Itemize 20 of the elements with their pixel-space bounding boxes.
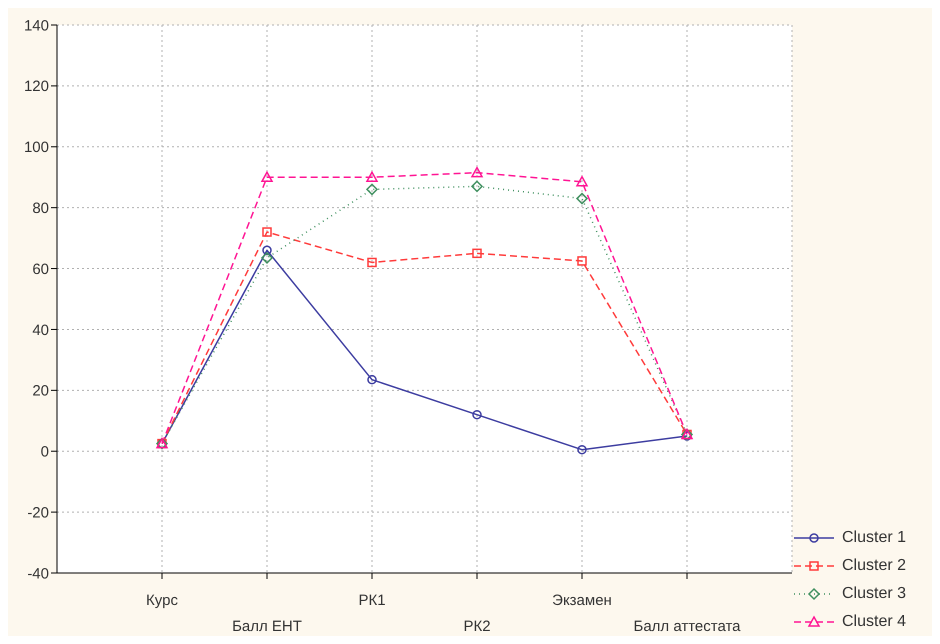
- y-tick-label: 40: [32, 322, 49, 339]
- y-tick-label: 120: [24, 78, 49, 96]
- y-tick-label: -20: [27, 504, 49, 522]
- legend-label: Cluster 2: [842, 557, 906, 575]
- x-tick-label: Балл аттестата: [633, 618, 742, 635]
- legend-label: Cluster 4: [842, 613, 906, 631]
- x-tick-label: Балл ЕНТ: [232, 618, 302, 635]
- y-tick-label: 80: [32, 200, 49, 217]
- y-tick-label: 100: [24, 139, 49, 156]
- y-tick-label: 60: [32, 260, 49, 278]
- legend-label: Cluster 3: [842, 585, 906, 603]
- y-tick-label: 20: [32, 382, 49, 400]
- y-tick-label: -40: [27, 565, 49, 582]
- y-tick-label: 0: [40, 444, 49, 461]
- legend-label: Cluster 1: [842, 529, 906, 547]
- x-tick-label: Экзамен: [552, 592, 612, 609]
- x-tick-label: РК2: [463, 618, 491, 635]
- y-tick-label: 140: [24, 17, 49, 34]
- x-tick-label: Курс: [146, 592, 178, 609]
- x-tick-label: РК1: [358, 592, 386, 609]
